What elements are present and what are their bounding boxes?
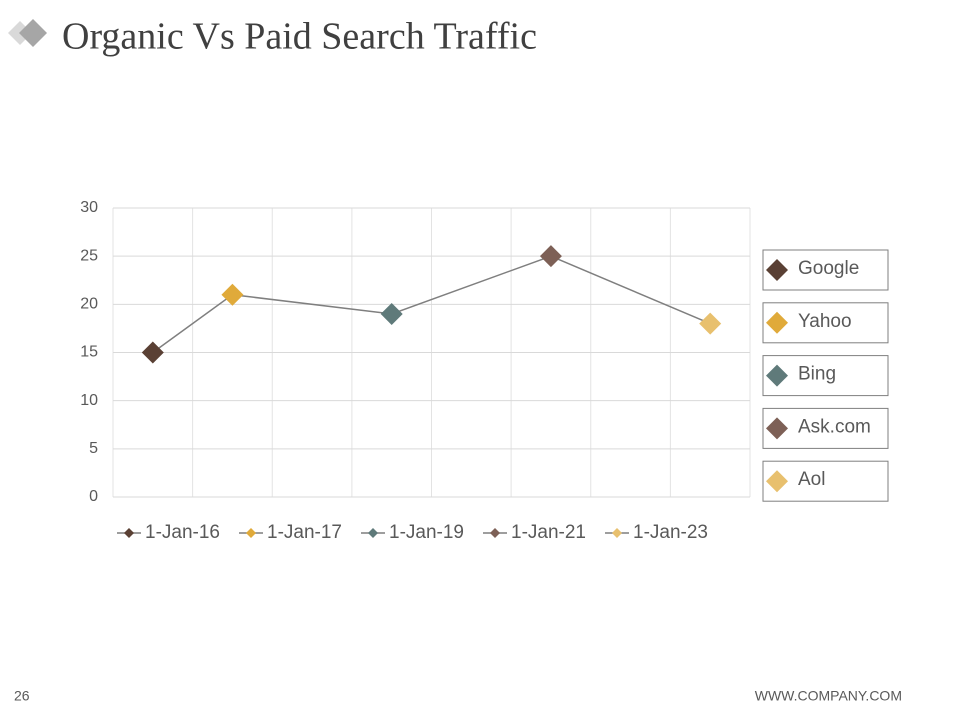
legend-label: Aol — [798, 469, 825, 490]
data-point — [539, 245, 562, 268]
logo-diamond — [19, 19, 47, 47]
y-tick-label: 30 — [80, 199, 98, 216]
legend-label: Google — [798, 258, 859, 279]
data-point — [221, 283, 244, 306]
legend-label: Bing — [798, 364, 836, 385]
footer-url: WWW.COMPANY.COM — [755, 688, 902, 704]
y-tick-label: 0 — [89, 488, 98, 505]
y-tick-label: 15 — [80, 344, 98, 361]
legend-label: Ask.com — [798, 416, 871, 437]
legend-marker — [766, 259, 788, 281]
page-number: 26 — [14, 688, 30, 704]
data-point — [141, 341, 164, 364]
legend-label: 1-Jan-17 — [267, 522, 342, 543]
data-point — [380, 302, 403, 325]
legend-label: Yahoo — [798, 311, 852, 332]
legend-marker — [490, 528, 500, 538]
legend-marker — [766, 470, 788, 493]
legend-label: 1-Jan-23 — [633, 522, 708, 543]
y-tick-label: 25 — [80, 247, 98, 264]
legend-label: 1-Jan-19 — [389, 522, 464, 543]
y-tick-label: 20 — [80, 296, 98, 313]
legend-marker — [766, 417, 788, 440]
legend-label: 1-Jan-21 — [511, 522, 586, 543]
y-tick-label: 10 — [80, 392, 98, 409]
y-tick-label: 5 — [89, 440, 98, 457]
legend-marker — [612, 528, 622, 538]
legend-marker — [766, 311, 788, 334]
legend-marker — [246, 528, 256, 538]
legend-marker — [368, 528, 378, 538]
legend-marker — [766, 364, 788, 387]
chart-title: Organic Vs Paid Search Traffic — [62, 16, 537, 58]
data-point — [699, 312, 722, 335]
legend-marker — [124, 528, 134, 538]
legend-label: 1-Jan-16 — [145, 522, 220, 543]
